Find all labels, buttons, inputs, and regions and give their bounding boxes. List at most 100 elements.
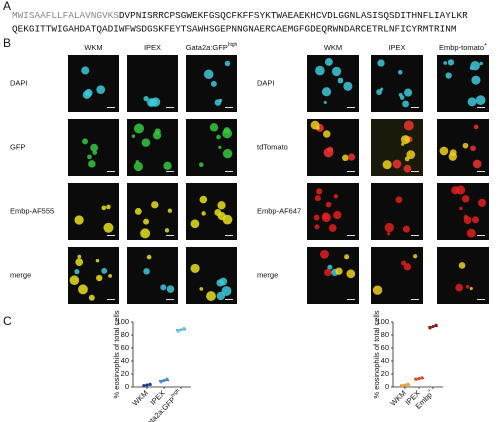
scale-bar xyxy=(107,107,115,108)
y-tick-label: 100 xyxy=(116,317,129,326)
point xyxy=(179,328,183,332)
scale-bar xyxy=(411,107,419,108)
cell xyxy=(134,123,144,134)
cell xyxy=(346,269,356,279)
cell xyxy=(399,95,405,100)
row-label: GFP xyxy=(10,142,25,151)
point xyxy=(142,384,146,388)
scale-bar xyxy=(411,299,419,300)
cell xyxy=(77,254,82,259)
cell xyxy=(323,130,331,138)
scale-bar xyxy=(411,235,419,236)
cell xyxy=(455,283,464,292)
y-tick-label: 0 xyxy=(385,382,389,391)
cell xyxy=(469,287,473,291)
row-label: merge xyxy=(10,270,31,279)
cell xyxy=(101,205,107,211)
micrograph xyxy=(68,55,119,112)
cell xyxy=(310,120,320,130)
column-header: IPEX xyxy=(388,43,405,52)
point xyxy=(420,376,424,380)
cell xyxy=(74,215,84,225)
cell xyxy=(333,210,342,220)
cell xyxy=(327,146,334,153)
scale-bar xyxy=(225,235,233,236)
cell xyxy=(402,100,410,108)
point xyxy=(182,326,186,331)
scale-bar xyxy=(166,235,174,236)
cell xyxy=(210,80,217,87)
cell xyxy=(325,201,332,208)
column-header: Gata2a:GFPhigh xyxy=(186,42,238,52)
cell xyxy=(443,61,448,65)
column-header: Embp-tomato+ xyxy=(439,42,487,52)
cell xyxy=(314,224,320,230)
cell xyxy=(84,88,93,97)
cell xyxy=(445,72,452,79)
column-header-sup: + xyxy=(484,42,487,48)
scale-bar xyxy=(347,171,355,172)
cell xyxy=(400,135,411,145)
cell xyxy=(216,291,226,301)
cell xyxy=(403,263,412,271)
cell xyxy=(87,154,92,160)
cell xyxy=(96,274,103,282)
scale-bar xyxy=(477,171,485,172)
row-label: DAPI xyxy=(257,78,275,87)
micrograph xyxy=(437,247,489,304)
cell xyxy=(413,254,418,259)
cell xyxy=(439,146,449,156)
point xyxy=(414,377,418,381)
cell xyxy=(324,58,333,66)
scale-bar xyxy=(477,107,485,108)
cell xyxy=(459,206,463,211)
panel-label: A xyxy=(3,0,11,13)
y-tick-label: 60 xyxy=(121,343,129,352)
cell xyxy=(395,196,403,204)
cell xyxy=(333,194,339,199)
scale-bar xyxy=(107,299,115,300)
cell xyxy=(146,254,152,260)
cell xyxy=(382,160,392,170)
cell xyxy=(313,214,320,221)
cell xyxy=(217,212,226,221)
cell xyxy=(103,222,114,233)
cell xyxy=(134,207,142,215)
point xyxy=(417,376,421,381)
cell xyxy=(150,97,161,107)
cell xyxy=(101,267,108,274)
cell xyxy=(78,284,88,295)
cell xyxy=(199,195,208,204)
micrograph xyxy=(186,183,237,240)
row-label: tdTomato xyxy=(257,142,288,151)
cell xyxy=(447,59,455,66)
x-tick-label: WKM xyxy=(130,388,149,407)
cell xyxy=(372,285,383,295)
point xyxy=(406,382,410,386)
cell xyxy=(461,195,470,203)
cell xyxy=(397,70,403,75)
cell xyxy=(69,275,80,286)
cell xyxy=(467,97,477,107)
cell xyxy=(81,66,90,75)
y-tick-label: 60 xyxy=(381,343,389,352)
cell xyxy=(214,99,222,106)
y-tick-label: 20 xyxy=(381,369,389,378)
cell xyxy=(343,81,353,91)
cell xyxy=(314,195,321,202)
cell xyxy=(164,228,170,233)
cell xyxy=(347,153,356,161)
scale-bar xyxy=(347,235,355,236)
cell xyxy=(133,161,143,172)
column-header: WKM xyxy=(324,43,342,52)
scale-bar xyxy=(225,107,233,108)
cell xyxy=(320,249,329,259)
cell xyxy=(167,208,173,213)
cell xyxy=(377,59,385,67)
point xyxy=(431,324,435,329)
cell xyxy=(392,159,402,169)
cell xyxy=(471,216,480,224)
panel-label: C xyxy=(3,314,12,328)
cell xyxy=(224,60,231,67)
